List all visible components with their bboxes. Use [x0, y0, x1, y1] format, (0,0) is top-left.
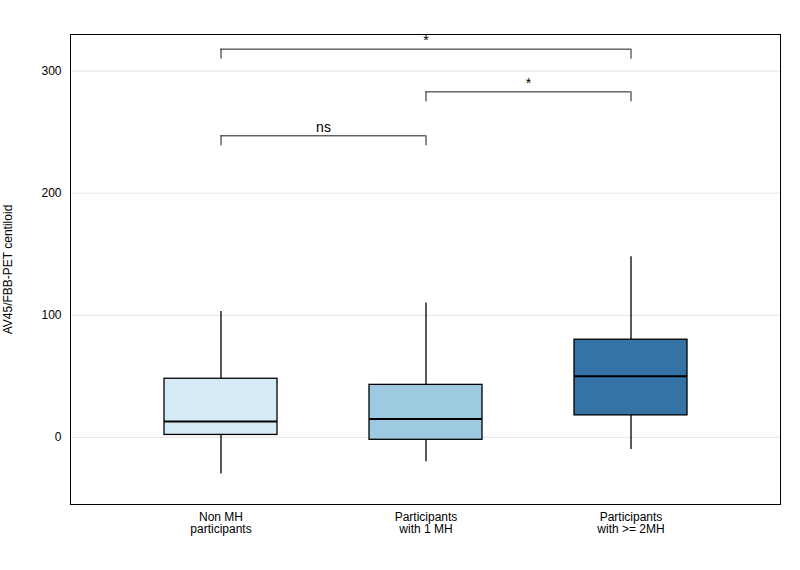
svg-text:*: *: [526, 75, 532, 91]
svg-text:AV45/FBB-PET centiloid: AV45/FBB-PET centiloid: [1, 205, 15, 335]
svg-text:200: 200: [41, 186, 61, 200]
svg-text:100: 100: [41, 308, 61, 322]
svg-text:*: *: [423, 32, 429, 48]
svg-text:Participantswith >= 2MH: Participantswith >= 2MH: [596, 510, 664, 536]
svg-text:300: 300: [41, 64, 61, 78]
svg-text:ns: ns: [316, 119, 331, 135]
svg-text:Non MHparticipants: Non MHparticipants: [190, 510, 251, 536]
svg-text:0: 0: [55, 430, 62, 444]
svg-text:Participantswith 1 MH: Participantswith 1 MH: [395, 510, 458, 536]
